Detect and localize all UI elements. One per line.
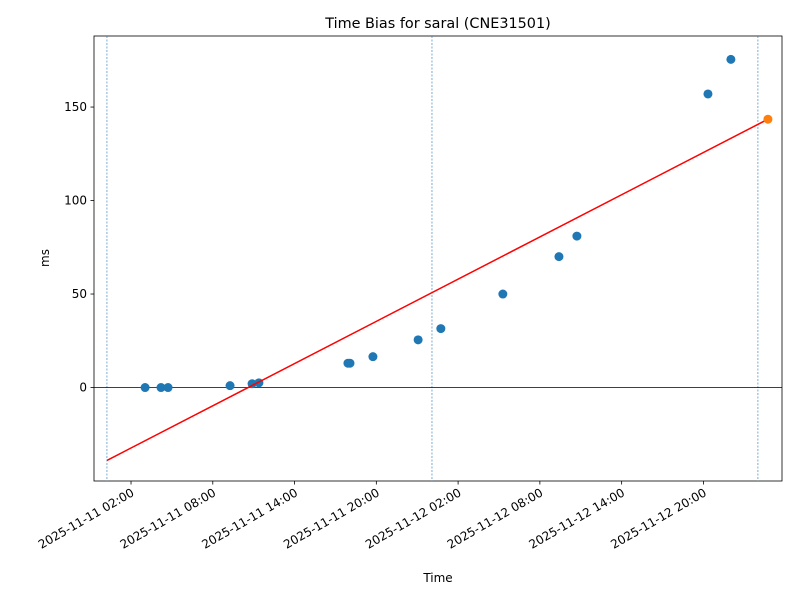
y-tick-label: 150: [64, 100, 87, 114]
y-tick-label: 100: [64, 194, 87, 208]
data-point: [345, 358, 355, 368]
data-point: [225, 381, 235, 391]
highlight-point: [763, 114, 773, 124]
y-tick-label: 0: [79, 381, 87, 395]
chart-title: Time Bias for saral (CNE31501): [324, 16, 550, 32]
data-point: [436, 324, 446, 334]
data-point: [140, 383, 150, 393]
data-point: [498, 289, 508, 299]
data-point: [413, 335, 423, 345]
plot-frame: [93, 35, 783, 482]
data-point: [703, 89, 713, 99]
y-tick-label: 50: [72, 287, 87, 301]
data-point: [554, 252, 564, 262]
data-point: [572, 231, 582, 241]
x-axis-label: Time: [422, 571, 452, 585]
data-point: [163, 383, 173, 393]
data-point: [156, 383, 166, 393]
y-axis-label: ms: [38, 249, 52, 267]
data-point: [368, 352, 378, 362]
fit-line: [106, 118, 769, 462]
data-point: [726, 54, 736, 64]
